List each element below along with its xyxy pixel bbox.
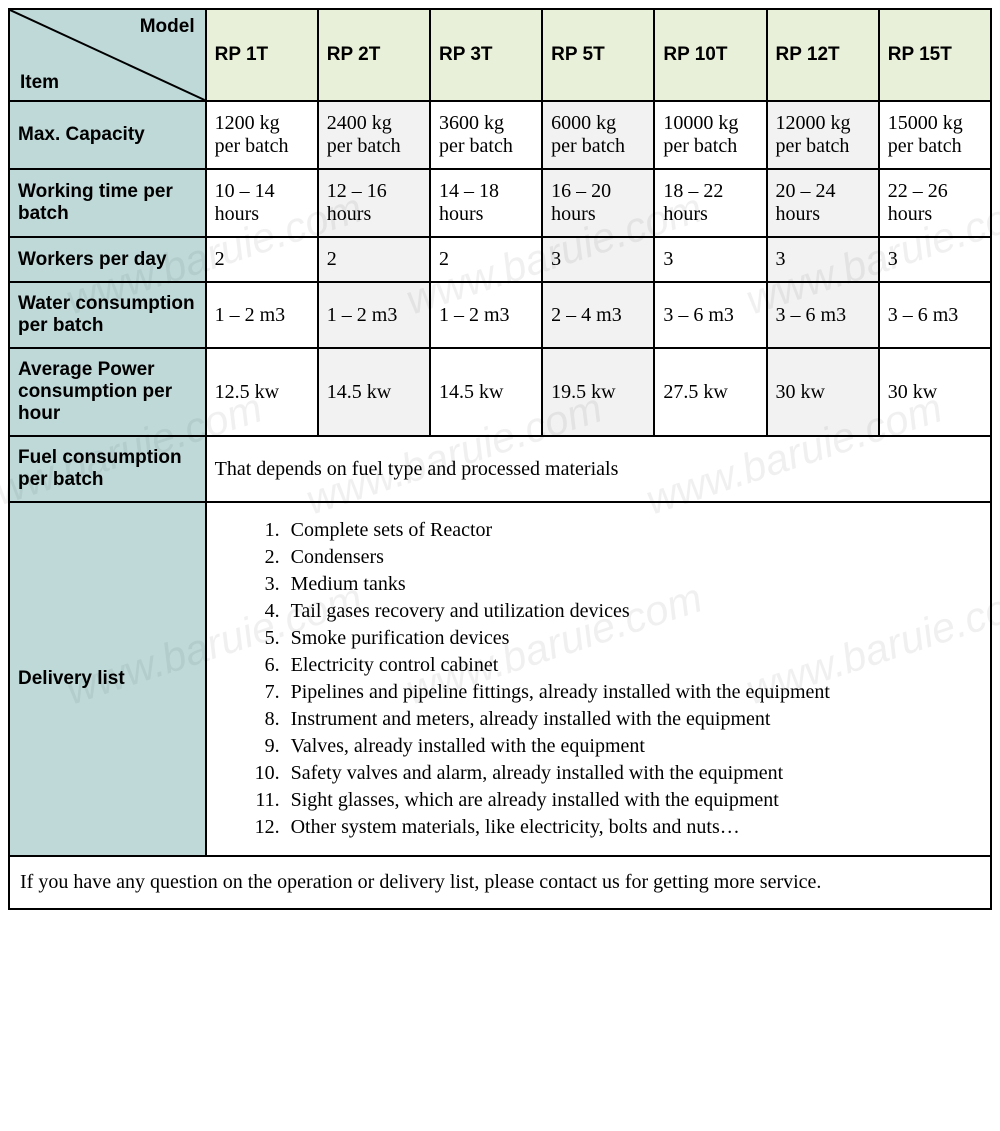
list-item: Sight glasses, which are already install… [285, 787, 982, 814]
data-cell: 3 [879, 237, 991, 282]
row-label: Max. Capacity [9, 101, 206, 169]
list-item: Valves, already installed with the equip… [285, 733, 982, 760]
data-cell: 3 [767, 237, 879, 282]
data-cell: 22 – 26 hours [879, 169, 991, 237]
row-label: Delivery list [9, 502, 206, 856]
data-cell: 15000 kg per batch [879, 101, 991, 169]
data-cell: 27.5 kw [654, 348, 766, 436]
data-cell: 30 kw [767, 348, 879, 436]
table-row: Water consumption per batch1 – 2 m31 – 2… [9, 282, 991, 348]
data-cell: 3 – 6 m3 [767, 282, 879, 348]
table-row: Workers per day2223333 [9, 237, 991, 282]
model-header: RP 3T [430, 9, 542, 101]
spec-body: Max. Capacity1200 kg per batch2400 kg pe… [9, 101, 991, 909]
data-cell: 3 – 6 m3 [879, 282, 991, 348]
data-cell: 14.5 kw [430, 348, 542, 436]
model-header: RP 2T [318, 9, 430, 101]
data-cell: 1 – 2 m3 [206, 282, 318, 348]
data-cell: 3 [542, 237, 654, 282]
data-cell: 3 [654, 237, 766, 282]
data-cell: 1 – 2 m3 [430, 282, 542, 348]
list-item: Pipelines and pipeline fittings, already… [285, 679, 982, 706]
spec-table: Model Item RP 1T RP 2T RP 3T RP 5T RP 10… [8, 8, 992, 910]
row-label: Water consumption per batch [9, 282, 206, 348]
data-cell: 1200 kg per batch [206, 101, 318, 169]
table-row: Working time per batch10 – 14 hours12 – … [9, 169, 991, 237]
row-label: Fuel consumption per batch [9, 436, 206, 502]
list-item: Tail gases recovery and utilization devi… [285, 598, 982, 625]
table-row: Average Power consumption per hour12.5 k… [9, 348, 991, 436]
list-item: Medium tanks [285, 571, 982, 598]
fuel-row: Fuel consumption per batchThat depends o… [9, 436, 991, 502]
footer-note: If you have any question on the operatio… [9, 856, 991, 909]
row-label: Average Power consumption per hour [9, 348, 206, 436]
data-cell: 18 – 22 hours [654, 169, 766, 237]
data-cell: 12 – 16 hours [318, 169, 430, 237]
row-label: Working time per batch [9, 169, 206, 237]
data-cell: 2 [318, 237, 430, 282]
data-cell: 12000 kg per batch [767, 101, 879, 169]
data-cell: 12.5 kw [206, 348, 318, 436]
corner-cell: Model Item [9, 9, 206, 101]
data-cell: 2 [206, 237, 318, 282]
data-cell: 30 kw [879, 348, 991, 436]
list-item: Other system materials, like electricity… [285, 814, 982, 841]
delivery-row: Delivery listComplete sets of ReactorCon… [9, 502, 991, 856]
list-item: Condensers [285, 544, 982, 571]
data-cell: 6000 kg per batch [542, 101, 654, 169]
corner-model-label: Model [140, 16, 195, 38]
delivery-list: Complete sets of ReactorCondensersMedium… [215, 517, 982, 841]
data-cell: 1 – 2 m3 [318, 282, 430, 348]
data-cell: 14 – 18 hours [430, 169, 542, 237]
row-label: Workers per day [9, 237, 206, 282]
data-cell: 16 – 20 hours [542, 169, 654, 237]
model-header: RP 15T [879, 9, 991, 101]
list-item: Instrument and meters, already installed… [285, 706, 982, 733]
model-header: RP 1T [206, 9, 318, 101]
list-item: Complete sets of Reactor [285, 517, 982, 544]
data-cell: 2400 kg per batch [318, 101, 430, 169]
list-item: Electricity control cabinet [285, 652, 982, 679]
model-header: RP 10T [654, 9, 766, 101]
list-item: Smoke purification devices [285, 625, 982, 652]
data-cell: 19.5 kw [542, 348, 654, 436]
footer-row: If you have any question on the operatio… [9, 856, 991, 909]
data-cell: 14.5 kw [318, 348, 430, 436]
data-cell: 2 – 4 m3 [542, 282, 654, 348]
data-cell: 10000 kg per batch [654, 101, 766, 169]
delivery-list-cell: Complete sets of ReactorCondensersMedium… [206, 502, 991, 856]
corner-item-label: Item [20, 72, 59, 94]
data-cell: 10 – 14 hours [206, 169, 318, 237]
list-item: Safety valves and alarm, already install… [285, 760, 982, 787]
data-cell: 3600 kg per batch [430, 101, 542, 169]
data-cell: 20 – 24 hours [767, 169, 879, 237]
header-row: Model Item RP 1T RP 2T RP 3T RP 5T RP 10… [9, 9, 991, 101]
table-row: Max. Capacity1200 kg per batch2400 kg pe… [9, 101, 991, 169]
model-header: RP 5T [542, 9, 654, 101]
fuel-text: That depends on fuel type and processed … [206, 436, 991, 502]
data-cell: 3 – 6 m3 [654, 282, 766, 348]
model-header: RP 12T [767, 9, 879, 101]
data-cell: 2 [430, 237, 542, 282]
